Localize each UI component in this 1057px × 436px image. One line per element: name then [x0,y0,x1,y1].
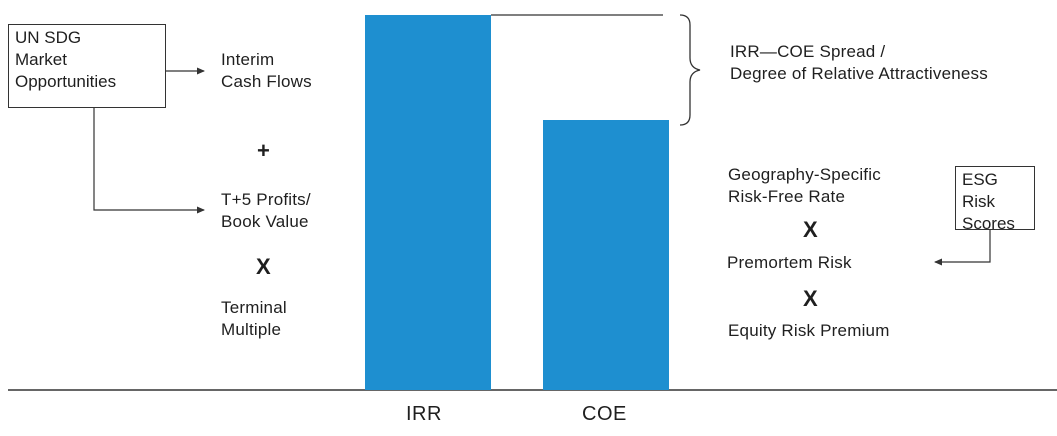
terminal-multiple-label: Terminal Multiple [221,298,287,339]
arrow-to-premortem [934,230,991,266]
profits-book-value-label: T+5 Profits/ Book Value [221,190,311,231]
spread-label: IRR—COE Spread / Degree of Relative Attr… [730,42,988,83]
multiply-operator-right-2: X [803,286,818,311]
plus-operator: + [257,138,270,163]
un-sdg-box: UN SDG Market Opportunities [8,24,166,108]
spread-brace [679,14,701,126]
arrow-to-profits [93,108,205,214]
risk-free-rate-label: Geography-Specific Risk-Free Rate [728,165,881,206]
esg-risk-scores-box: ESG Risk Scores [955,166,1035,233]
bar-coe [543,120,669,390]
category-label-irr: IRR [406,403,442,425]
category-label-coe: COE [582,403,627,425]
multiply-operator-left: X [256,254,271,279]
bars-group [365,15,669,390]
bar-irr [365,15,491,390]
equity-risk-premium-label: Equity Risk Premium [728,321,890,340]
multiply-operator-right-1: X [803,217,818,242]
premortem-risk-label: Premortem Risk [727,253,852,272]
interim-cash-flows-label: Interim Cash Flows [221,50,312,91]
